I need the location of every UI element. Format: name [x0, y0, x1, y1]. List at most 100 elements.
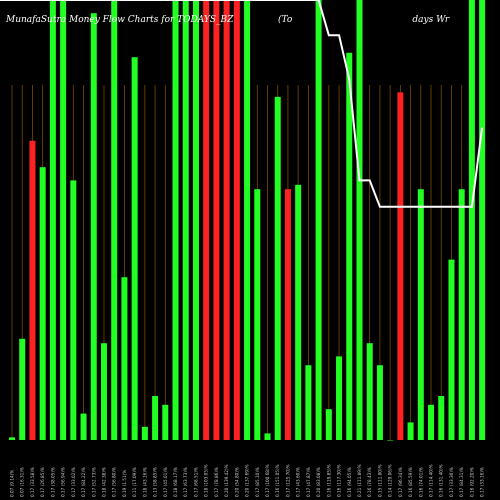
bar-mark: [9, 437, 15, 440]
x-tick-label: 0.20 (139.42)%: [224, 464, 229, 497]
x-tick-label: 0.17 (56.80)%: [112, 467, 117, 497]
x-tick-label: 0.17 (33.16)%: [480, 467, 485, 497]
bar-mark: [458, 189, 465, 440]
x-tick-label: 0.17 (33.02)%: [71, 467, 76, 497]
bar-mark: [121, 277, 128, 440]
bar-mark: [264, 433, 271, 440]
bar-mark: [182, 0, 189, 440]
bar-mark: [254, 189, 261, 440]
bar-mark: [397, 92, 404, 441]
bars: [9, 0, 486, 441]
bar-mark: [233, 0, 240, 440]
x-tick-label: 0.17 (125.70)%: [285, 464, 290, 497]
chart-title: MunafaSutra Money Flow Charts for TODAYS…: [5, 15, 234, 25]
x-tick-label: 0.16 (151.05)%: [275, 464, 280, 497]
x-tick-label: 0.20 (137.69)%: [245, 464, 250, 497]
bar-mark: [274, 96, 281, 441]
bar-mark: [131, 57, 138, 440]
chart-title-right: (To days Wr: [278, 14, 450, 25]
x-tick-label: 0.16 (85.59)%: [408, 467, 413, 497]
x-tick-label: 0.17 (84.31)%: [459, 467, 464, 497]
x-tick-label: 0.17 (85.10)%: [255, 467, 260, 497]
bar-mark: [376, 365, 383, 440]
bar-mark: [70, 180, 77, 440]
bar-mark: [39, 167, 46, 440]
bar-mark: [244, 0, 251, 440]
x-tick-label: 0.16 (117.30)%: [337, 464, 342, 497]
bar-mark: [203, 0, 210, 440]
bar-mark: [284, 189, 291, 440]
price-line: [0, 0, 484, 208]
bar-mark: [346, 52, 353, 441]
x-tick-label: 0.17 (78.86)%: [214, 467, 219, 497]
x-tick-label: 0.17 (114.40)%: [429, 464, 434, 497]
bar-mark: [152, 396, 159, 440]
x-tick-label: 0.17 (45.01)%: [163, 467, 168, 497]
x-tick-label: 0.17 (84.22)%: [81, 467, 86, 497]
x-tick-label: 0.18 (42.38)%: [101, 467, 106, 497]
bar-mark: [223, 0, 230, 440]
bar-mark: [336, 356, 343, 440]
bar-mark: [162, 404, 169, 440]
x-tick-label: 0.20 (54.80)%: [234, 467, 239, 497]
x-tick-label: 0.17 (43.60)%: [296, 467, 301, 497]
bar-mark: [172, 0, 179, 440]
bar-mark: [80, 413, 87, 440]
x-tick-label: 0.17 (38.05)%: [50, 467, 55, 497]
x-tick-label: 0.14 (129.06)%: [388, 464, 393, 497]
x-tick-label: 0.18 (43.16)%: [142, 467, 147, 497]
x-tick-label: 0.16 (78.43)%: [367, 467, 372, 497]
bar-mark: [366, 343, 373, 440]
x-tick-label: 0.17 (56.94)%: [61, 467, 66, 497]
bar-mark: [111, 0, 118, 440]
bar-mark: [356, 0, 363, 440]
price-line-path: [0, 0, 484, 208]
x-tick-label: 0.15 (111.80)%: [377, 464, 382, 497]
bar-mark: [428, 404, 435, 440]
bar-mark: [438, 396, 445, 440]
bar-mark: [315, 0, 322, 440]
x-tick-label: 0.07 (16.31)%: [20, 467, 25, 497]
x-tick-label: 0.19 (1.51)%: [122, 470, 127, 497]
bar-mark: [60, 0, 67, 440]
bar-mark: [49, 0, 56, 440]
x-tick-label: 0.17 (33.30)%: [449, 467, 454, 497]
bar-mark: [479, 0, 486, 440]
bar-mark: [448, 259, 455, 440]
x-tick-label: 0.17 (33.58)%: [30, 467, 35, 497]
x-tick-label: 0.16 (119.85)%: [326, 464, 331, 497]
x-tick-label: 0.17 (52.73)%: [91, 467, 96, 497]
x-tick-label: 0.17 (68.51)%: [193, 467, 198, 497]
bar-mark: [29, 140, 36, 441]
x-tick-label: 0.17 (63.73)%: [183, 467, 188, 497]
bar-mark: [100, 343, 107, 440]
x-tick-labels: 0.07 (9.14)% 0.07 (16.31)% 0.17 (33.58)% 0.…: [10, 464, 485, 497]
x-tick-label: 0.17 (96.34)%: [398, 467, 403, 497]
x-tick-label: 0.16 (131.40)%: [439, 464, 444, 497]
x-tick-label: 0.07 (9.14)%: [10, 470, 15, 497]
bar-mark: [295, 184, 302, 440]
x-tick-label: 0.21 (111.89)%: [357, 464, 362, 497]
x-tick-label: 0.16 (94.05)%: [347, 467, 352, 497]
x-tick-label: 0.18 (68.17)%: [173, 467, 178, 497]
x-tick-label: 0.18 (103.05)%: [204, 464, 209, 497]
bar-mark: [468, 0, 475, 440]
x-tick-label: 0.17 (100.68)%: [265, 464, 270, 497]
bar-mark: [325, 409, 332, 440]
bar-mark: [213, 0, 220, 440]
bar-mark: [90, 13, 97, 440]
bar-mark: [192, 0, 199, 440]
x-tick-label: 0.16 (92.20)%: [469, 467, 474, 497]
x-tick-label: 0.17 (47.87)%: [306, 467, 311, 497]
bar-mark: [305, 365, 312, 440]
x-tick-label: 0.16 (74.01)%: [418, 467, 423, 497]
bar-mark: [417, 189, 424, 440]
bar-mark: [19, 338, 26, 440]
x-tick-label: 0.13 (58.85)%: [153, 467, 158, 497]
x-tick-label: 0.11 (17.09)%: [132, 467, 137, 497]
bar-mark: [387, 440, 394, 441]
x-tick-label: 0.20 (83.08)%: [316, 467, 321, 497]
bar-mark: [407, 422, 414, 440]
